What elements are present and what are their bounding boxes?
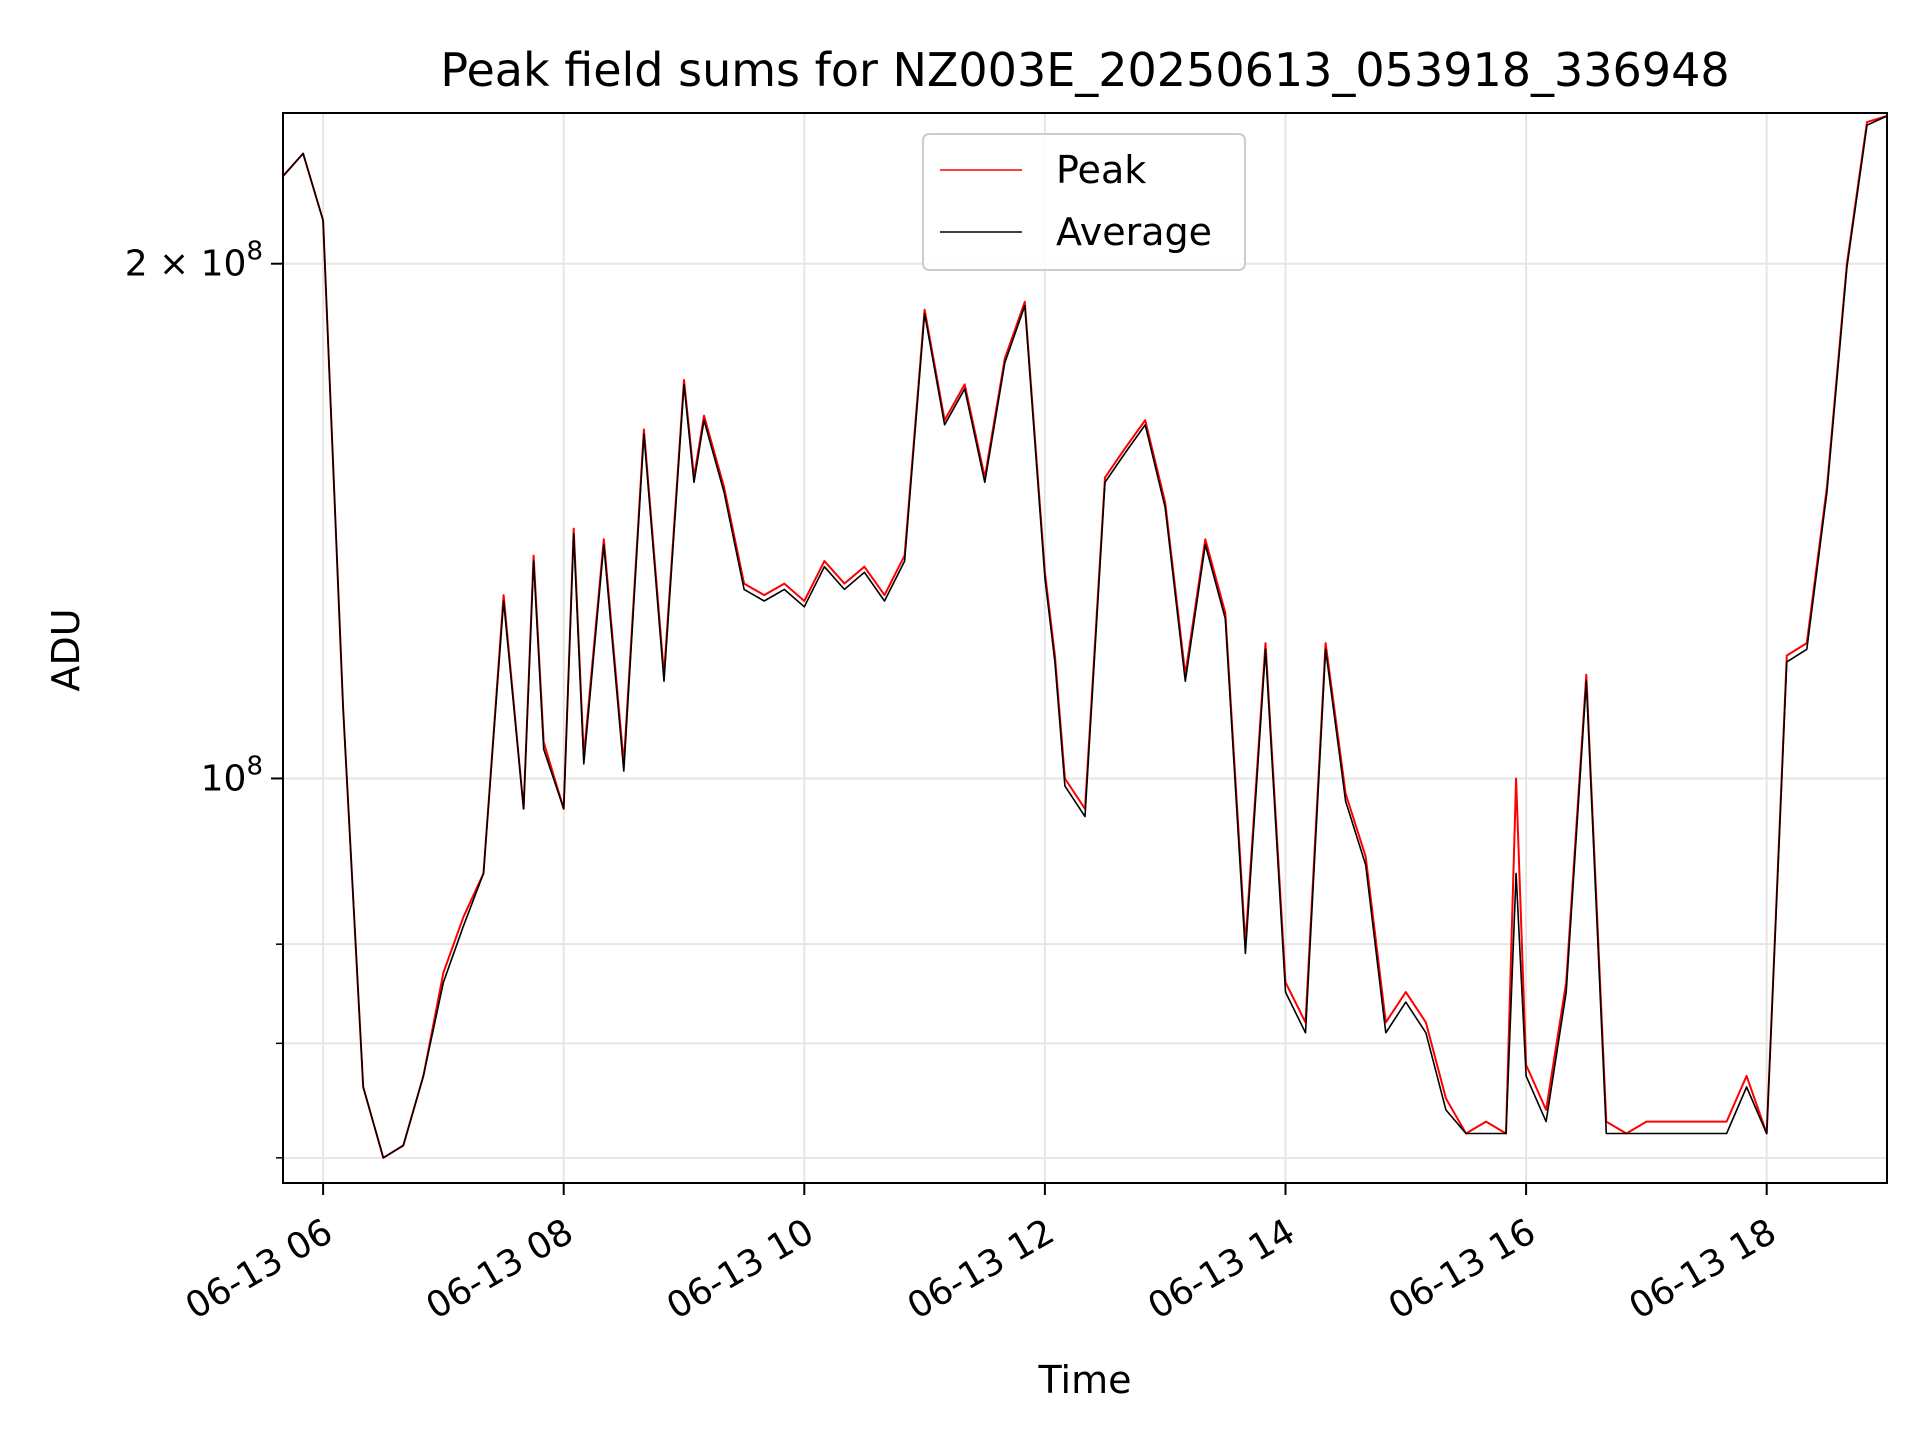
legend-box	[922, 133, 1246, 271]
y-tick-label: 2 × 108	[125, 237, 263, 285]
y-axis: 108 2 × 108	[125, 237, 283, 1159]
y-axis-label: ADU	[44, 608, 88, 691]
x-axis-label: Time	[1038, 1358, 1132, 1402]
legend: Peak Average	[922, 133, 1246, 271]
chart-title: Peak field sums for NZ003E_20250613_0539…	[440, 43, 1729, 97]
series-layer	[282, 115, 1888, 1159]
plot-frame	[282, 112, 1888, 1184]
legend-label-peak: Peak	[1056, 148, 1146, 192]
y-tick-label: 108	[201, 751, 263, 799]
series-line-average	[282, 115, 1888, 1159]
legend-label-average: Average	[1056, 210, 1212, 254]
grid	[283, 113, 1887, 1183]
